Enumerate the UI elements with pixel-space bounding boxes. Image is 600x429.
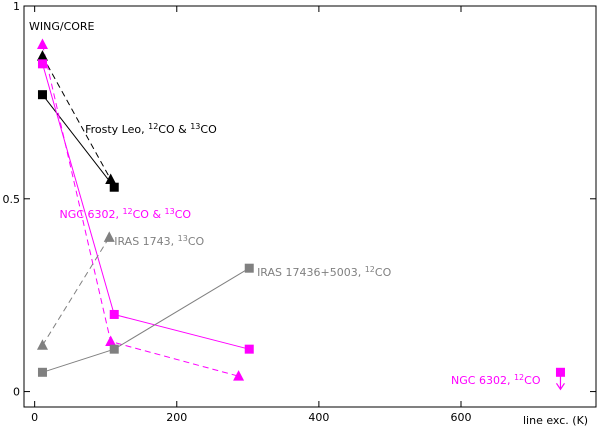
marker-triangle-ngc6302_13co xyxy=(105,335,117,346)
y-tick-label: 1 xyxy=(13,0,20,13)
annotation-text: CO & xyxy=(158,123,190,136)
marker-square-iras17436_12co xyxy=(37,367,47,377)
series-line-ngc6302_12co xyxy=(42,63,250,350)
annotation-superscript: 12 xyxy=(148,122,158,131)
x-tick-label: 600 xyxy=(450,411,471,424)
annotation-frosty: Frosty Leo, 12CO & 13CO xyxy=(85,122,217,137)
marker-square-frosty_12co xyxy=(109,182,119,192)
annotation-text: CO xyxy=(175,208,192,221)
annotation-iras17436: IRAS 17436+5003, 12CO xyxy=(257,264,392,279)
y-tick-label: 0 xyxy=(13,386,20,399)
plot-frame xyxy=(23,5,597,408)
upper-limit-arrow-head xyxy=(555,382,565,391)
annotation-text: NGC 6302, xyxy=(60,208,123,221)
annotation-ngc_limit: NGC 6302, 12CO xyxy=(451,372,541,387)
corner-label: WING/CORE xyxy=(29,20,95,33)
annotation-text: CO xyxy=(375,266,392,279)
annotation-text: CO xyxy=(524,374,541,387)
annotation-text: CO xyxy=(200,123,217,136)
annotation-text: IRAS 17436+5003, xyxy=(257,266,365,279)
marker-square-ngc6302_12co xyxy=(109,309,119,319)
marker-square-iras17436_12co xyxy=(109,344,119,354)
x-axis-label: line exc. (K) xyxy=(523,414,588,427)
annotation-superscript: 12 xyxy=(365,264,375,273)
marker-triangle-iras1743_13co xyxy=(36,339,48,350)
marker-triangle-ngc6302_13co xyxy=(36,38,48,50)
series-line-frosty_13co xyxy=(42,55,112,180)
annotation-superscript: 13 xyxy=(190,122,200,131)
series-line-frosty_12co xyxy=(42,94,115,188)
marker-square-ngc6302_12co xyxy=(244,344,254,354)
annotation-superscript: 13 xyxy=(165,207,175,216)
marker-square-frosty_12co xyxy=(37,90,47,100)
annotation-text: NGC 6302, xyxy=(451,374,514,387)
annotation-text: CO xyxy=(188,235,205,248)
ticks: 0 200 400 600 0 0.5 1 xyxy=(3,0,596,424)
x-tick-label: 200 xyxy=(166,411,187,424)
annotation-superscript: 12 xyxy=(122,207,132,216)
series-line-iras17436_12co xyxy=(42,267,250,373)
marker-layer xyxy=(36,38,565,391)
x-tick-label: 0 xyxy=(31,411,38,424)
marker-triangle-ngc6302_13co xyxy=(233,370,245,381)
series-line-iras1743_13co xyxy=(42,237,110,346)
annotation-ngc_both: NGC 6302, 12CO & 13CO xyxy=(60,207,192,222)
annotation-superscript: 12 xyxy=(514,372,524,381)
annotation-superscript: 13 xyxy=(178,234,188,243)
marker-triangle-frosty_13co xyxy=(105,173,117,185)
marker-triangle-iras1743_13co xyxy=(103,231,115,242)
marker-square-ngc6302_12co xyxy=(37,59,47,69)
annotation-text: IRAS 1743, xyxy=(114,235,177,248)
marker-triangle-frosty_13co xyxy=(36,50,48,61)
annotation-text: CO & xyxy=(133,208,165,221)
marker-square-iras17436_12co xyxy=(244,263,254,273)
annotation-iras1743: IRAS 1743, 13CO xyxy=(114,234,204,249)
annotation-text: Frosty Leo, xyxy=(85,123,148,136)
y-tick-label: 0.5 xyxy=(3,193,21,206)
x-tick-label: 400 xyxy=(308,411,329,424)
